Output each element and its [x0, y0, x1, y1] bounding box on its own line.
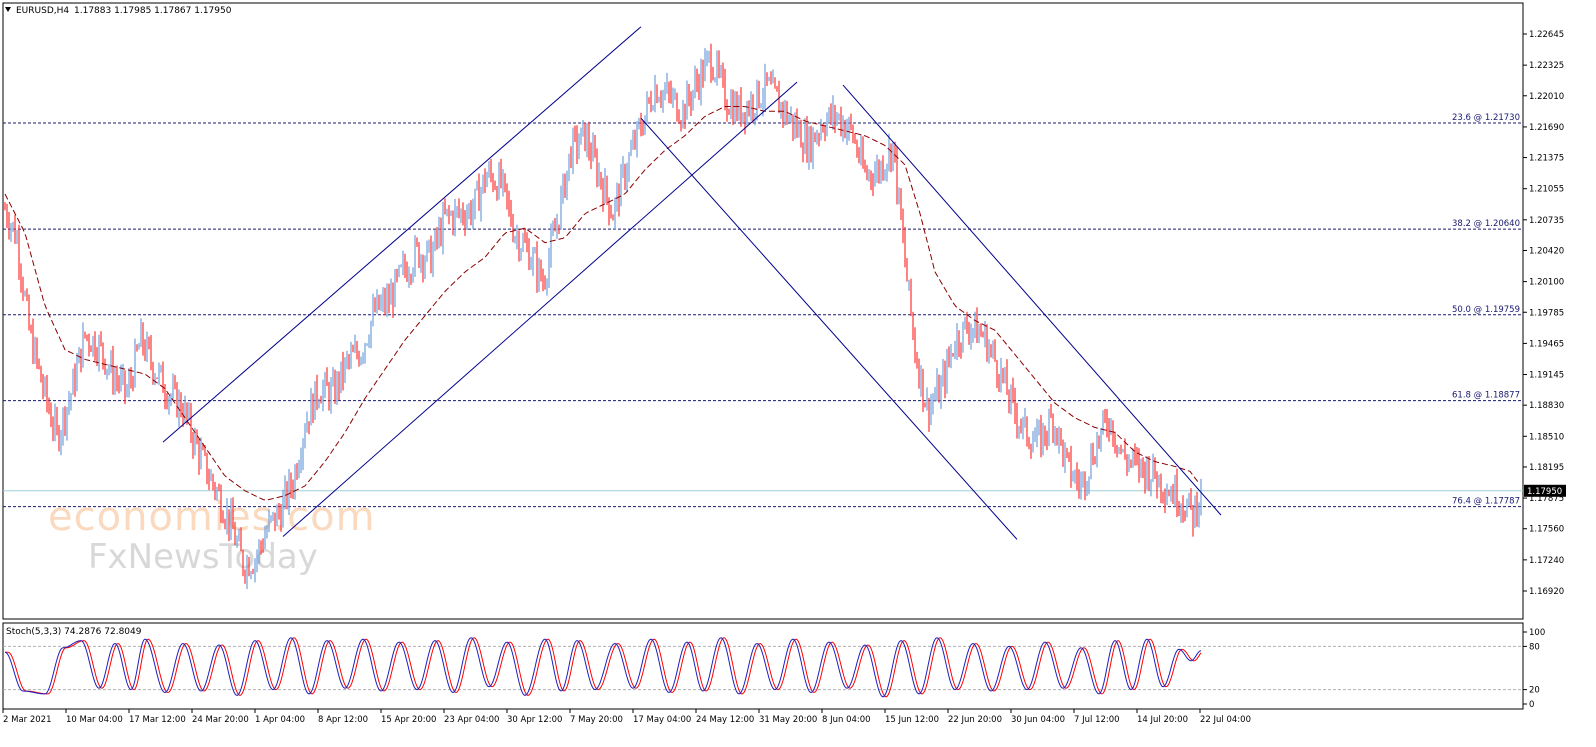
- y-tick-label: 1.20100: [1529, 278, 1564, 288]
- y-tick-label: 1.19145: [1529, 371, 1564, 381]
- fibonacci-level-label: 61.8 @ 1.18877: [1452, 391, 1520, 401]
- x-tick-label: 1 Apr 04:00: [255, 715, 305, 725]
- fibonacci-level-label: 23.6 @ 1.21730: [1452, 113, 1520, 123]
- x-tick-label: 15 Apr 20:00: [381, 715, 436, 725]
- y-tick-label: 1.17240: [1529, 556, 1564, 566]
- y-tick-label: 1.18830: [1529, 401, 1564, 411]
- x-tick-label: 17 May 04:00: [633, 715, 691, 725]
- rising-channel-lower: [282, 81, 798, 537]
- y-tick-label: 1.22645: [1529, 30, 1564, 40]
- stoch-y-tick-label: 0: [1529, 700, 1534, 710]
- x-tick-label: 17 Mar 12:00: [129, 715, 186, 725]
- collapse-triangle-icon[interactable]: [5, 7, 11, 12]
- y-tick-label: 1.18195: [1529, 463, 1564, 473]
- x-tick-label: 31 May 20:00: [759, 715, 817, 725]
- y-tick-label: 1.17875: [1529, 494, 1564, 504]
- x-tick-label: 8 Jun 04:00: [822, 715, 871, 725]
- x-tick-label: 2 Mar 2021: [3, 715, 51, 725]
- y-tick-label: 1.21690: [1529, 123, 1564, 133]
- fibonacci-level-label: 50.0 @ 1.19759: [1452, 305, 1520, 315]
- x-tick-label: 22 Jul 04:00: [1200, 715, 1251, 725]
- stoch-chart-group: 100 80 20 0: [3, 628, 1545, 710]
- x-tick-label: 10 Mar 04:00: [66, 715, 123, 725]
- y-tick-label: 1.20735: [1529, 216, 1564, 226]
- stoch-signal-line: [5, 637, 1202, 698]
- x-tick-label: 23 Apr 04:00: [444, 715, 499, 725]
- fibonacci-level-label: 38.2 @ 1.20640: [1452, 219, 1520, 229]
- x-tick-label: 30 Jun 04:00: [1011, 715, 1065, 725]
- current-price-tag-bg: [1524, 484, 1566, 497]
- x-tick-label: 7 May 20:00: [570, 715, 623, 725]
- y-tick-label: 1.19785: [1529, 308, 1564, 318]
- stoch-plot-frame: [2, 622, 1524, 710]
- x-tick-label: 30 Apr 12:00: [507, 715, 562, 725]
- ohlc-values: 1.17883 1.17985 1.17867 1.17950: [74, 6, 232, 16]
- stoch-y-tick-label: 80: [1529, 642, 1540, 652]
- y-tick-label: 1.19465: [1529, 339, 1564, 349]
- y-tick-label: 1.21375: [1529, 154, 1564, 164]
- y-tick-label: 1.17560: [1529, 525, 1564, 535]
- symbol-label: EURUSD,H4: [16, 6, 69, 16]
- stoch-main-line: [4, 637, 1202, 698]
- moving-average-line: [4, 106, 1200, 501]
- y-tick-label: 1.21055: [1529, 185, 1564, 195]
- watermark-economies: economies.com: [48, 494, 376, 540]
- main-chart-group: 23.6 @ 1.21730 38.2 @ 1.20640 50.0 @ 1.197…: [3, 26, 1566, 590]
- y-tick-label: 1.22325: [1529, 61, 1564, 71]
- falling-channel-upper: [842, 84, 1222, 516]
- fibonacci-level-label: 76.4 @ 1.17787: [1452, 497, 1520, 507]
- x-tick-label: 22 Jun 20:00: [948, 715, 1002, 725]
- x-tick-label: 15 Jun 12:00: [885, 715, 939, 725]
- watermark-fxnewstoday: FxNewsToday: [88, 537, 318, 577]
- stoch-title: Stoch(5,3,3) 74.2876 72.8049: [6, 627, 142, 637]
- y-tick-label: 1.20420: [1529, 246, 1564, 256]
- y-tick-label: 1.22010: [1529, 92, 1564, 102]
- current-price-tag: 1.17950: [1527, 487, 1562, 497]
- axes-group: 1.22645 1.22325 1.22010 1.21690 1.21375 1.210…: [2, 30, 1564, 725]
- y-tick-label: 1.18510: [1529, 432, 1564, 442]
- x-tick-label: 8 Apr 12:00: [318, 715, 368, 725]
- falling-channel-lower: [640, 117, 1018, 540]
- x-tick-label: 14 Jul 20:00: [1137, 715, 1188, 725]
- y-tick-label: 1.16920: [1529, 587, 1564, 597]
- rising-channel-upper: [162, 26, 642, 443]
- x-tick-label: 24 Mar 20:00: [192, 715, 249, 725]
- stoch-y-tick-label: 100: [1529, 628, 1545, 638]
- x-tick-label: 24 May 12:00: [696, 715, 754, 725]
- x-tick-label: 7 Jul 12:00: [1074, 715, 1120, 725]
- stoch-y-tick-label: 20: [1529, 686, 1540, 696]
